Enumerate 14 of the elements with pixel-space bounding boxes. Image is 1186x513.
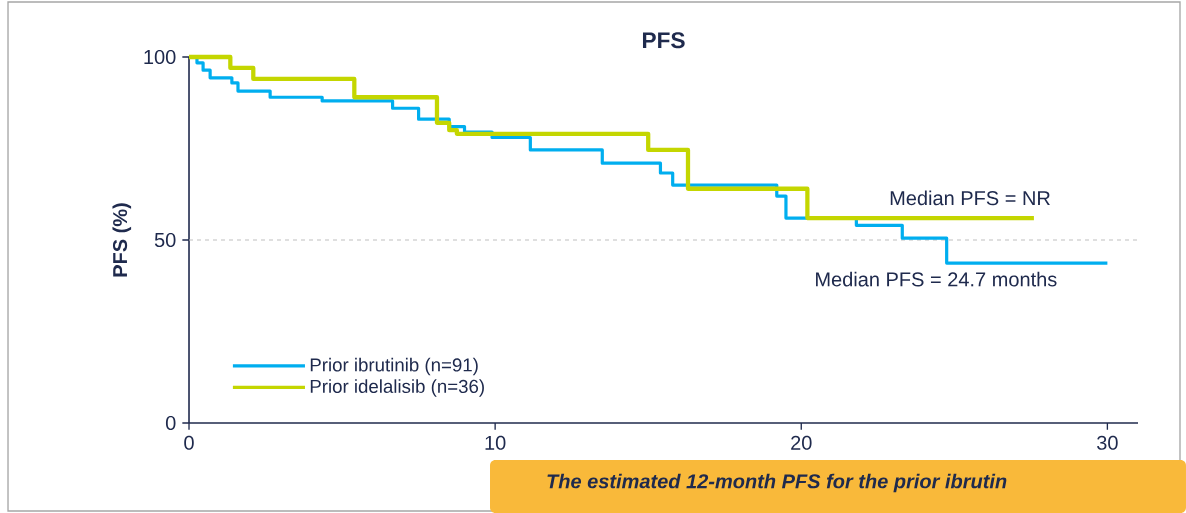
x-tick-label: 20 bbox=[791, 435, 812, 450]
text: The estimated 12-month PFS for the prior ibrutin bbox=[547, 473, 1007, 493]
y-tick-label: 0 bbox=[165, 415, 176, 431]
legend-label: Prior idelalisib (n=36) bbox=[310, 379, 484, 397]
y-tick-label: 100 bbox=[144, 49, 176, 65]
annotation: Median PFS = 24.7 months bbox=[816, 271, 1057, 287]
annotation: Median PFS = NR bbox=[890, 190, 1050, 206]
x-tick-label: 30 bbox=[1097, 435, 1118, 450]
chart-title: PFS bbox=[642, 32, 685, 49]
legend-label: Prior ibrutinib (n=91) bbox=[310, 357, 478, 376]
x-tick-label: 10 bbox=[485, 435, 506, 450]
x-tick-label: 0 bbox=[184, 435, 194, 450]
y-tick-label: 50 bbox=[154, 232, 176, 248]
y-axis-title: PFS (%) bbox=[112, 203, 132, 277]
